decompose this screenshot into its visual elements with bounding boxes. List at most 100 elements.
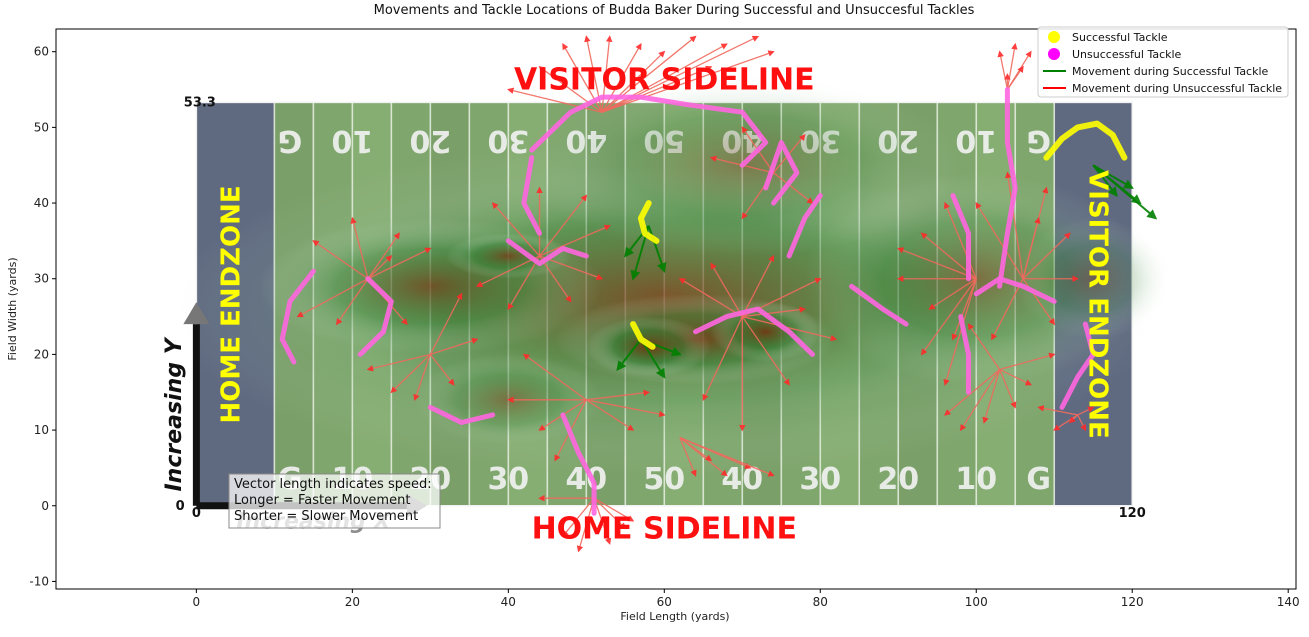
unsuccessful-movement-vector <box>975 201 1024 280</box>
unsuccessful-tackle-path <box>997 87 1018 289</box>
annotation-line-3: Shorter = Slower Movement <box>234 509 418 524</box>
unsuccessful-tackle-path <box>950 193 971 282</box>
home-endzone-label: HOME ENDZONE <box>216 185 246 423</box>
unsuccessful-tackle-path <box>973 276 1057 304</box>
unsuccessful-movement-vector <box>593 497 612 545</box>
unsuccessful-movement-vector <box>429 292 463 355</box>
unsuccessful-movement-vector <box>1006 65 1024 90</box>
unsuccessful-movement-vector <box>1022 232 1071 280</box>
unsuccessful-tackle-path <box>786 193 823 259</box>
unsuccessful-movement-vector <box>944 201 977 279</box>
x-axis-label: Field Length (yards) <box>620 610 729 623</box>
unsuccessful-movement-vector <box>390 353 431 394</box>
unsuccessful-movement-vector <box>585 399 635 431</box>
unsuccessful-tackle-path <box>693 306 815 357</box>
x-tick-label: 60 <box>657 595 672 609</box>
unsuccessful-movement-vector <box>928 278 977 310</box>
y-tick-label: 50 <box>34 120 49 134</box>
unsuccessful-movement-vector <box>773 172 814 204</box>
x-tick-label: 0 <box>193 595 201 609</box>
unsuccessful-movement-vector <box>367 232 400 280</box>
unsuccessful-movement-vector <box>601 35 613 113</box>
chart-title: Movements and Tackle Locations of Budda … <box>374 3 975 18</box>
x-tick-label: 140 <box>1277 595 1300 609</box>
yard-number-bottom: G <box>1026 462 1051 497</box>
annotation-line-1: Vector length indicates speed: <box>234 477 432 492</box>
unsuccessful-movement-vector <box>522 353 587 401</box>
unsuccessful-movement-vector <box>679 437 697 477</box>
unsuccessful-movement-vector <box>679 437 775 477</box>
legend: Successful Tackle Unsuccessful Tackle Mo… <box>1037 26 1289 98</box>
unsuccessful-tackle-path <box>427 404 496 425</box>
unsuccessful-movement-vector <box>991 278 1024 341</box>
unsuccessful-movement-vector <box>999 368 1033 386</box>
unsuccessful-movement-vector <box>601 50 666 113</box>
unsuccessful-movement-vector <box>491 202 541 257</box>
unsuccessful-movement-vector <box>312 240 369 280</box>
unsuccessful-movement-vector <box>1006 42 1018 90</box>
unsuccessful-tackle-path <box>849 283 909 327</box>
unsuccessful-movement-vector <box>678 278 743 318</box>
successful-tackle-path <box>637 200 660 244</box>
y-axis-label: Field Width (yards) <box>6 257 19 360</box>
unsuccessful-movement-vector <box>367 247 432 280</box>
unsuccessful-movement-vector <box>593 497 627 530</box>
unsuccessful-movement-vector <box>951 278 977 341</box>
home-sideline-label: HOME SIDELINE <box>532 511 797 546</box>
x-tick-label: 100 <box>965 595 988 609</box>
unsuccessful-movement-vector <box>601 65 713 113</box>
unsuccessful-tackle-path <box>958 314 971 395</box>
unsuccessful-movement-vector <box>413 354 431 402</box>
unsuccessful-movement-vector <box>1004 171 1024 279</box>
unsuccessful-movement-vector <box>982 369 1001 424</box>
unsuccessful-movement-vector <box>601 35 697 113</box>
successful-tackle-path <box>630 321 656 350</box>
unsuccessful-movement-vector <box>741 316 790 386</box>
unsuccessful-movement-vector <box>601 50 775 113</box>
y-tick-label: 0 <box>41 499 49 513</box>
successful-movement-vector <box>1092 164 1134 189</box>
yard-number-top: 10 <box>955 123 997 158</box>
unsuccessful-movement-vector <box>943 278 977 386</box>
successful-movement-vector <box>1092 164 1158 220</box>
unsuccessful-movement-vector <box>944 369 1001 416</box>
length-end-label: 120 <box>1119 506 1146 521</box>
legend-marker-successful <box>1048 31 1060 43</box>
unsuccessful-movement-vector <box>999 352 1056 371</box>
yard-number-bottom: 10 <box>955 462 997 497</box>
unsuccessful-movement-vector <box>576 498 595 553</box>
unsuccessful-movement-vector <box>999 369 1017 409</box>
unsuccessful-movement-vector <box>741 254 775 317</box>
unsuccessful-movement-vector <box>1077 406 1095 416</box>
unsuccessful-movement-vector <box>538 255 572 303</box>
unsuccessful-movement-vector <box>742 315 838 342</box>
tackle-tracks <box>279 87 1128 516</box>
visitor-sideline-label: VISITOR SIDELINE <box>514 63 815 98</box>
legend-label-successful: Successful Tackle <box>1072 31 1168 44</box>
legend-label-unsuccessful-movement: Movement during Unsuccessful Tackle <box>1072 82 1282 95</box>
unsuccessful-movement-vector <box>920 278 977 356</box>
yard-number-top: G <box>278 123 303 158</box>
annotation-line-2: Longer = Faster Movement <box>234 493 410 508</box>
unsuccessful-movement-vector <box>586 389 650 401</box>
density-cloud <box>258 218 602 355</box>
increasing-y-label: Increasing Y <box>162 336 187 491</box>
unsuccessful-movement-vector <box>1077 414 1087 432</box>
unsuccessful-tackle-path <box>529 94 769 168</box>
successful-movement-vector <box>647 225 667 274</box>
unsuccessful-movement-vector <box>350 216 369 279</box>
yard-number-top: G <box>1026 123 1051 158</box>
successful-movement-vector <box>616 338 642 372</box>
unsuccessful-movement-vector <box>1037 405 1078 416</box>
unsuccessful-movement-vector <box>967 323 1001 370</box>
yard-number-top: 10 <box>331 123 373 158</box>
y-tick-label: 30 <box>34 272 49 286</box>
x-axis: 0 20 40 60 80 100 120 140 <box>193 589 1300 609</box>
unsuccessful-movement-vector <box>366 353 431 372</box>
speed-annotation: Vector length indicates speed: Longer = … <box>228 473 441 529</box>
unsuccessful-movement-vector <box>562 497 595 538</box>
yard-number-bottom: 20 <box>877 462 919 497</box>
unsuccessful-movement-vector <box>897 247 977 280</box>
increasing-y-arrowhead <box>183 302 210 325</box>
